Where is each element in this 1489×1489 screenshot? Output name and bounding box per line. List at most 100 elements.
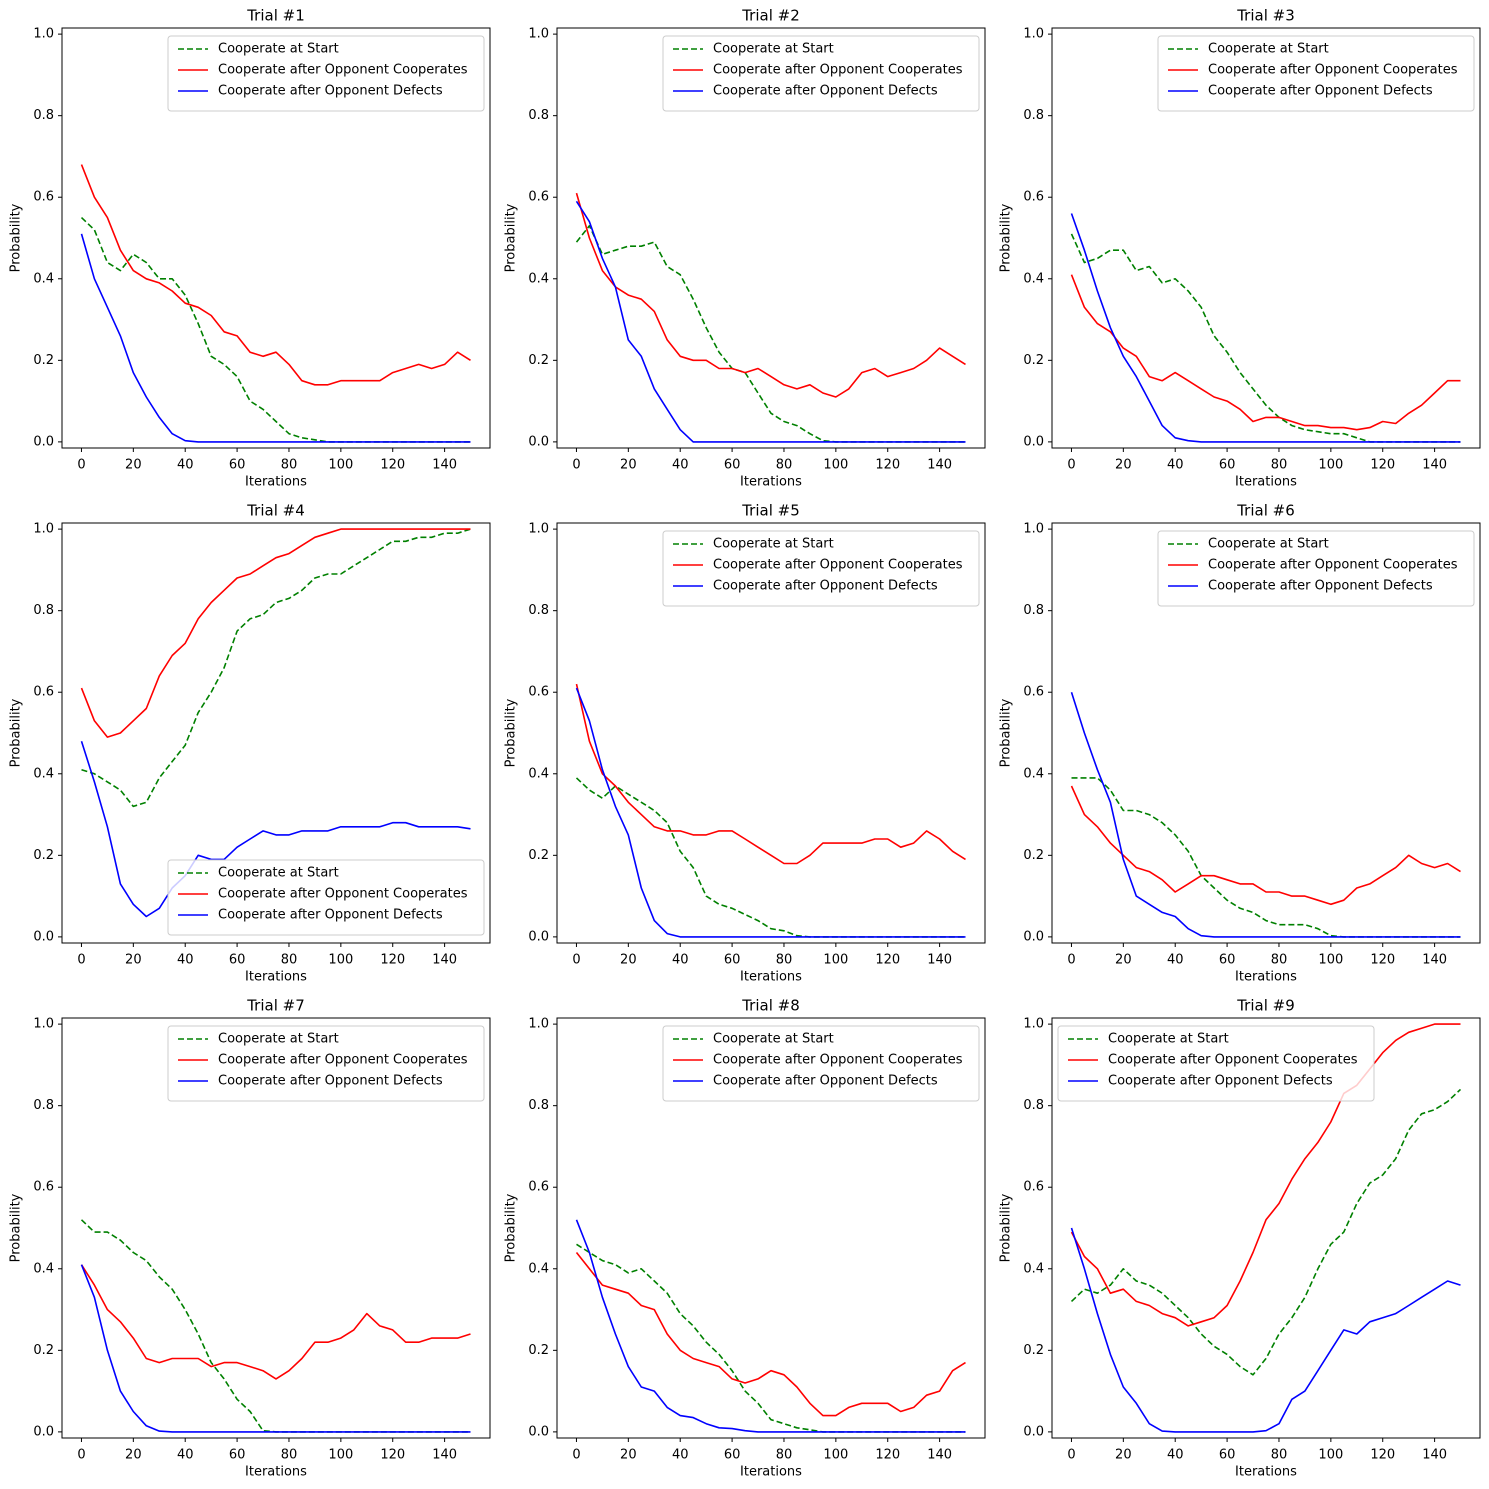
x-tick-label: 60: [229, 1448, 246, 1463]
x-tick-label: 100: [328, 1448, 353, 1463]
series-line: [575, 1252, 966, 1417]
x-tick-label: 140: [432, 953, 457, 968]
legend-label: Cooperate at Start: [1208, 537, 1329, 552]
y-tick-label: 1.0: [33, 27, 54, 42]
legend-label: Cooperate after Opponent Cooperates: [218, 887, 468, 902]
legend-label: Cooperate at Start: [1108, 1032, 1229, 1047]
legend-label: Cooperate at Start: [218, 866, 339, 881]
x-tick-label: 80: [1271, 953, 1288, 968]
x-tick-label: 20: [1115, 953, 1132, 968]
x-tick-label: 60: [724, 1448, 741, 1463]
y-tick-label: 0.0: [33, 1424, 54, 1439]
y-tick-label: 0.8: [33, 1098, 54, 1113]
y-tick-label: 0.6: [33, 685, 54, 700]
y-tick-label: 1.0: [528, 27, 549, 42]
subplot: Trial #3 Iterations Probability 0 20 40 60 80 10…: [999, 7, 1481, 490]
legend-label: Cooperate after Opponent Cooperates: [1208, 63, 1458, 78]
legend-label: Cooperate at Start: [1208, 42, 1329, 57]
subplot: Trial #9 Iterations Probability 0 20 40 60 80 10…: [999, 997, 1481, 1480]
x-tick-label: 20: [125, 953, 142, 968]
y-tick-label: 0.6: [1023, 190, 1044, 205]
series-line: [575, 683, 966, 865]
x-tick-label: 60: [1219, 1448, 1236, 1463]
x-axis-label: Iterations: [245, 1465, 307, 1480]
y-tick-label: 0.8: [33, 603, 54, 618]
legend-label: Cooperate after Opponent Defects: [1208, 84, 1433, 99]
legend: Cooperate at Start Cooperate after Oppone…: [1057, 1025, 1375, 1102]
y-axis-label: Probability: [9, 203, 24, 272]
x-tick-label: 40: [1167, 458, 1184, 473]
subplot: Trial #8 Iterations Probability 0 20 40 60 80 10…: [504, 997, 986, 1480]
y-tick-label: 1.0: [1023, 522, 1044, 537]
series-line: [1070, 1023, 1461, 1327]
chart-title: Trial #8: [741, 997, 800, 1015]
x-tick-label: 0: [77, 458, 85, 473]
legend: Cooperate at Start Cooperate after Oppone…: [1157, 530, 1475, 607]
series-line: [1070, 213, 1461, 443]
series-line: [81, 528, 471, 808]
legend-label: Cooperate at Start: [218, 42, 339, 57]
legend-label: Cooperate after Opponent Defects: [218, 908, 443, 923]
series-line: [575, 1219, 966, 1433]
x-tick-label: 140: [1422, 953, 1447, 968]
legend: Cooperate at Start Cooperate after Oppone…: [662, 1025, 980, 1102]
x-tick-label: 100: [1318, 458, 1343, 473]
y-tick-label: 0.0: [528, 929, 549, 944]
y-tick-label: 0.6: [33, 1180, 54, 1195]
x-tick-label: 140: [432, 458, 457, 473]
legend-label: Cooperate after Opponent Defects: [713, 1074, 938, 1089]
y-axis-label: Probability: [999, 1193, 1014, 1262]
subplot: Trial #5 Iterations Probability 0 20 40 60 80 10…: [504, 502, 986, 985]
x-tick-label: 60: [1219, 458, 1236, 473]
x-tick-label: 100: [1318, 953, 1343, 968]
y-tick-label: 0.8: [528, 108, 549, 123]
legend-label: Cooperate after Opponent Defects: [1108, 1074, 1333, 1089]
legend-box: [167, 35, 485, 112]
y-tick-label: 0.4: [528, 271, 549, 286]
x-tick-label: 140: [1422, 458, 1447, 473]
x-tick-label: 120: [380, 1448, 405, 1463]
chart-title: Trial #2: [741, 7, 800, 25]
x-tick-label: 40: [1167, 953, 1184, 968]
x-tick-label: 20: [620, 458, 637, 473]
series-line: [80, 233, 471, 443]
x-tick-label: 100: [328, 953, 353, 968]
series-line: [1070, 1088, 1462, 1376]
y-tick-label: 0.4: [1023, 271, 1044, 286]
x-tick-label: 140: [432, 1448, 457, 1463]
x-tick-label: 120: [1370, 953, 1395, 968]
x-tick-label: 100: [823, 953, 848, 968]
y-axis-label: Probability: [9, 1193, 24, 1262]
x-tick-label: 100: [823, 458, 848, 473]
x-tick-label: 20: [125, 458, 142, 473]
axes-frame: [1051, 27, 1481, 449]
series-line: [80, 164, 471, 386]
series-line: [1070, 785, 1461, 906]
series-line: [1070, 274, 1461, 431]
axes-frame: [556, 522, 986, 944]
y-tick-label: 0.0: [1023, 434, 1044, 449]
x-tick-label: 140: [927, 458, 952, 473]
y-tick-label: 0.2: [528, 1343, 549, 1358]
legend-label: Cooperate after Opponent Cooperates: [218, 63, 468, 78]
y-tick-label: 0.0: [1023, 1424, 1044, 1439]
x-tick-label: 100: [328, 458, 353, 473]
series-line: [80, 740, 471, 918]
y-tick-label: 0.0: [528, 434, 549, 449]
series-line: [80, 1264, 471, 1380]
legend-box: [662, 1025, 980, 1102]
subplot: Trial #4 Iterations Probability 0 20 40 60 80 10…: [9, 502, 491, 985]
x-tick-label: 60: [229, 953, 246, 968]
series-line: [576, 1243, 966, 1433]
x-tick-label: 0: [77, 1448, 85, 1463]
y-tick-label: 0.2: [528, 848, 549, 863]
y-tick-label: 0.2: [1023, 1343, 1044, 1358]
x-tick-label: 80: [281, 458, 298, 473]
x-axis-label: Iterations: [245, 970, 307, 985]
x-tick-label: 40: [1167, 1448, 1184, 1463]
legend: Cooperate at Start Cooperate after Oppone…: [662, 530, 980, 607]
y-tick-label: 0.4: [1023, 1261, 1044, 1276]
legend: Cooperate at Start Cooperate after Oppone…: [1157, 35, 1475, 112]
x-axis-label: Iterations: [1235, 1465, 1297, 1480]
legend: Cooperate at Start Cooperate after Oppone…: [167, 859, 485, 936]
